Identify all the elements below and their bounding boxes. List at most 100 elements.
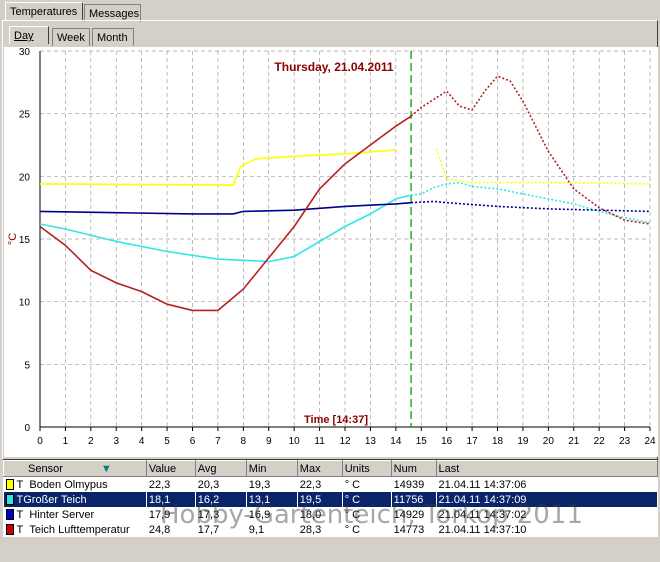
series-line-solid	[39, 149, 396, 186]
x-tick-label: 18	[492, 436, 504, 447]
x-tick-label: 12	[339, 436, 351, 447]
column-header-min[interactable]: Min	[245, 460, 298, 477]
x-tick-label: 9	[266, 436, 272, 447]
units-cell: ° C	[342, 507, 392, 522]
sensor-cell: T Hinter Server	[3, 507, 147, 522]
y-tick-label: 30	[19, 47, 31, 58]
last-cell: 21.04.11 14:37:10	[436, 522, 659, 537]
y-tick-label: 20	[19, 172, 31, 183]
min-cell: 13,1	[246, 492, 298, 507]
avg-cell: 16,2	[195, 492, 247, 507]
x-tick-label: 3	[113, 436, 119, 447]
column-header-max[interactable]: Max	[296, 460, 343, 477]
chart-background	[4, 47, 658, 457]
min-cell: 19,3	[246, 476, 298, 492]
color-swatch	[5, 494, 14, 506]
x-tick-label: 8	[241, 436, 247, 447]
value-cell: 18,1	[146, 492, 196, 507]
y-tick-label: 15	[19, 235, 31, 246]
x-tick-label: 6	[190, 436, 196, 447]
min-cell: 9,1	[246, 522, 298, 537]
last-cell: 21.04.11 14:37:09	[436, 492, 659, 507]
color-swatch	[5, 479, 14, 491]
tab-temperatures[interactable]: Temperatures	[5, 2, 83, 20]
y-tick-label: 10	[19, 298, 31, 309]
x-axis-label: Time [14:37]	[304, 414, 368, 426]
last-cell: 21.04.11 14:37:02	[436, 507, 659, 522]
y-axis-ticks: 0 5 10 15 20 25 30	[19, 47, 31, 434]
column-header-num[interactable]: Num	[390, 460, 437, 477]
series-line-dotted	[411, 181, 651, 224]
column-header-last[interactable]: Last	[435, 460, 659, 477]
num-cell: 11756	[391, 492, 437, 507]
sensor-cell: T Teich Lufttemperatur	[3, 522, 147, 537]
chart-grid	[39, 50, 651, 431]
x-tick-label: 2	[88, 436, 94, 447]
sort-down-icon[interactable]: ▼	[100, 462, 112, 475]
table-row[interactable]: T Boden Olmypus 22,3 20,3 19,3 22,3 ° C …	[3, 476, 659, 492]
series-line-solid	[39, 115, 412, 312]
sensor-cell: TGroßer Teich	[3, 492, 147, 507]
x-tick-label: 7	[215, 436, 221, 447]
avg-cell: 17,7	[195, 522, 247, 537]
num-cell: 14773	[391, 522, 437, 537]
column-header-sensor[interactable]: Sensor ▼	[3, 460, 147, 477]
column-header-avg[interactable]: Avg	[194, 460, 247, 477]
y-axis-label: °C	[7, 233, 19, 245]
x-tick-label: 20	[543, 436, 555, 447]
x-tick-label: 17	[467, 436, 479, 447]
tab-messages[interactable]: Messages	[84, 4, 141, 22]
tab-month[interactable]: Month	[92, 28, 134, 46]
max-cell: 28,3	[297, 522, 343, 537]
sensor-table: Sensor ▼ Value Avg Min Max Units Num Last…	[3, 460, 659, 537]
y-tick-label: 5	[24, 360, 30, 371]
table-header-row: Sensor ▼ Value Avg Min Max Units Num Last	[3, 460, 659, 477]
num-cell: 14939	[391, 476, 437, 492]
table-row[interactable]: T Teich Lufttemperatur 24,8 17,7 9,1 28,…	[3, 522, 659, 537]
max-cell: 22,3	[297, 476, 343, 492]
table-row[interactable]: TGroßer Teich 18,1 16,2 13,1 19,5 ° C 11…	[3, 492, 659, 507]
min-cell: 16,9	[246, 507, 298, 522]
value-cell: 22,3	[146, 476, 196, 492]
tab-week[interactable]: Week	[52, 28, 90, 46]
value-cell: 24,8	[146, 522, 196, 537]
last-cell: 21.04.11 14:37:06	[436, 476, 659, 492]
series-line-solid	[39, 194, 412, 263]
value-cell: 17,9	[146, 507, 196, 522]
x-tick-label: 13	[365, 436, 377, 447]
table-row[interactable]: T Hinter Server 17,9 17,3 16,9 18,0 ° C …	[3, 507, 659, 522]
units-cell: ° C	[342, 522, 392, 537]
tab-day[interactable]: Day	[9, 26, 49, 44]
max-cell: 19,5	[297, 492, 343, 507]
sensor-cell: T Boden Olmypus	[3, 476, 147, 492]
x-tick-label: 23	[619, 436, 631, 447]
x-tick-label: 15	[416, 436, 428, 447]
series-line-dotted	[410, 75, 651, 225]
y-tick-label: 25	[19, 110, 31, 121]
series-line-dotted	[435, 148, 651, 185]
avg-cell: 17,3	[195, 507, 247, 522]
x-tick-label: 16	[441, 436, 453, 447]
color-swatch	[5, 509, 14, 521]
x-tick-label: 10	[289, 436, 301, 447]
column-header-units[interactable]: Units	[341, 460, 392, 477]
x-tick-label: 1	[63, 436, 69, 447]
y-tick-label: 0	[24, 423, 30, 434]
chart-series	[39, 75, 651, 312]
x-tick-label: 5	[164, 436, 170, 447]
x-tick-label: 24	[644, 436, 656, 447]
num-cell: 14929	[391, 507, 437, 522]
color-swatch	[5, 524, 14, 536]
x-tick-label: 19	[517, 436, 529, 447]
x-axis-ticks: 0 1 2 3 4 5 6 7 8 9 10 11 12 13 14 15 16 17 18 19 20 21 22 23 24	[37, 436, 656, 447]
column-header-value[interactable]: Value	[145, 460, 196, 477]
x-tick-label: 4	[139, 436, 145, 447]
avg-cell: 20,3	[195, 476, 247, 492]
x-tick-label: 14	[390, 436, 402, 447]
x-tick-label: 11	[314, 436, 325, 447]
x-tick-label: 0	[37, 436, 43, 447]
x-tick-label: 21	[568, 436, 580, 447]
x-tick-label: 22	[594, 436, 606, 447]
max-cell: 18,0	[297, 507, 343, 522]
series-line-solid	[39, 201, 412, 215]
